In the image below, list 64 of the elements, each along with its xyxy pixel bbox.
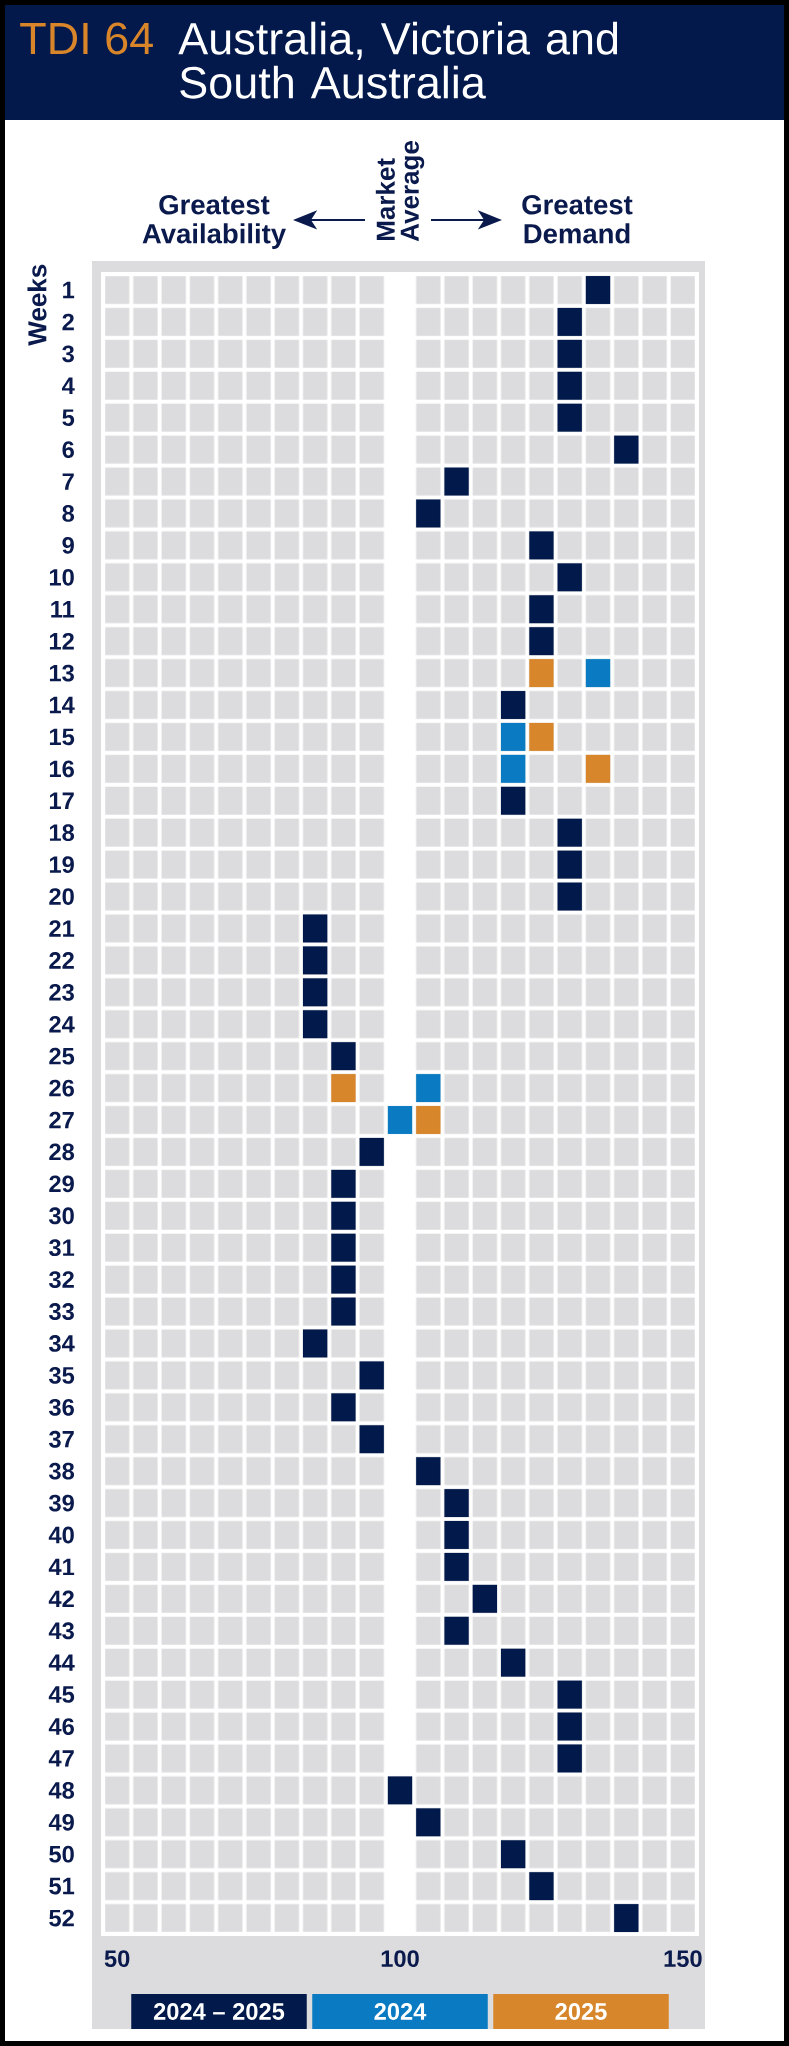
y-tick-label: 47: [48, 1750, 74, 1767]
y-tick-label: 29: [49, 1175, 74, 1193]
text: Greatest Demand: [522, 194, 633, 244]
y-axis-title: Weeks: [27, 264, 47, 346]
y-tick-label: 28: [49, 1143, 75, 1161]
y-tick-label: 50: [49, 1845, 74, 1863]
y-tick-label: 14: [49, 696, 75, 714]
y-tick-label: 5: [62, 409, 75, 426]
x-tick-label: 100: [381, 1950, 419, 1967]
y-tick-label: 12: [49, 632, 74, 650]
y-tick-label: 40: [48, 1526, 74, 1544]
x-tick-label: 50: [104, 1950, 130, 1967]
y-tick-label: 49: [48, 1813, 74, 1831]
y-tick-label: 42: [48, 1590, 74, 1608]
y-tick-label: 45: [48, 1686, 75, 1703]
y-tick-label: 20: [49, 888, 74, 905]
chart-subtitle: Australia, Victoria and South Australia: [178, 21, 618, 99]
y-tick-label: 19: [49, 856, 74, 873]
y-tick-label: 15: [49, 728, 75, 746]
y-tick-label: 39: [48, 1494, 74, 1512]
y-tick-label: 10: [49, 568, 74, 586]
text: Greatest Availability: [142, 194, 286, 249]
y-tick-label: 38: [48, 1462, 75, 1480]
y-tick-label: 51: [49, 1877, 75, 1895]
y-tick-label: 21: [49, 920, 75, 937]
y-tick-label: 1: [63, 281, 75, 299]
text: Market Average: [375, 141, 425, 242]
y-tick-label: 52: [49, 1909, 74, 1927]
y-tick-label: 23: [49, 983, 74, 1001]
y-tick-label: 16: [49, 760, 74, 778]
x-tick-label: 150: [664, 1950, 702, 1967]
y-tick-label: 2: [62, 313, 74, 331]
y-tick-label: 8: [62, 505, 75, 522]
y-tick-label: 18: [49, 824, 75, 842]
y-tick-label: 9: [62, 537, 74, 554]
y-tick-label: 24: [49, 1015, 75, 1033]
text: 2024: [374, 2003, 427, 2020]
text: 2024 – 2025: [153, 2003, 285, 2020]
y-tick-label: 34: [48, 1335, 75, 1352]
y-tick-label: 25: [49, 1047, 75, 1065]
y-tick-label: 35: [48, 1366, 75, 1384]
y-tick-label: 27: [49, 1111, 74, 1129]
y-tick-label: 41: [48, 1558, 75, 1576]
y-tick-label: 17: [49, 792, 74, 809]
chart-title: TDI 64: [20, 22, 153, 55]
y-tick-label: 30: [48, 1207, 74, 1225]
y-tick-label: 26: [49, 1079, 74, 1097]
y-tick-label: 33: [48, 1303, 74, 1320]
y-tick-label: 31: [48, 1239, 75, 1257]
y-tick-label: 32: [48, 1271, 74, 1289]
y-tick-label: 11: [51, 601, 75, 618]
y-tick-label: 37: [48, 1430, 74, 1448]
y-tick-label: 46: [48, 1718, 74, 1735]
y-tick-label: 6: [62, 441, 74, 459]
y-tick-label: 7: [62, 473, 74, 490]
y-tick-label: 4: [61, 377, 75, 394]
text: 2025: [555, 2003, 607, 2020]
y-tick-label: 36: [48, 1398, 74, 1416]
y-tick-label: 44: [48, 1654, 75, 1671]
y-tick-label: 43: [48, 1622, 74, 1640]
y-tick-label: 48: [48, 1781, 75, 1799]
y-tick-label: 13: [49, 664, 74, 682]
y-tick-label: 3: [62, 345, 74, 363]
y-tick-label: 22: [49, 952, 74, 969]
